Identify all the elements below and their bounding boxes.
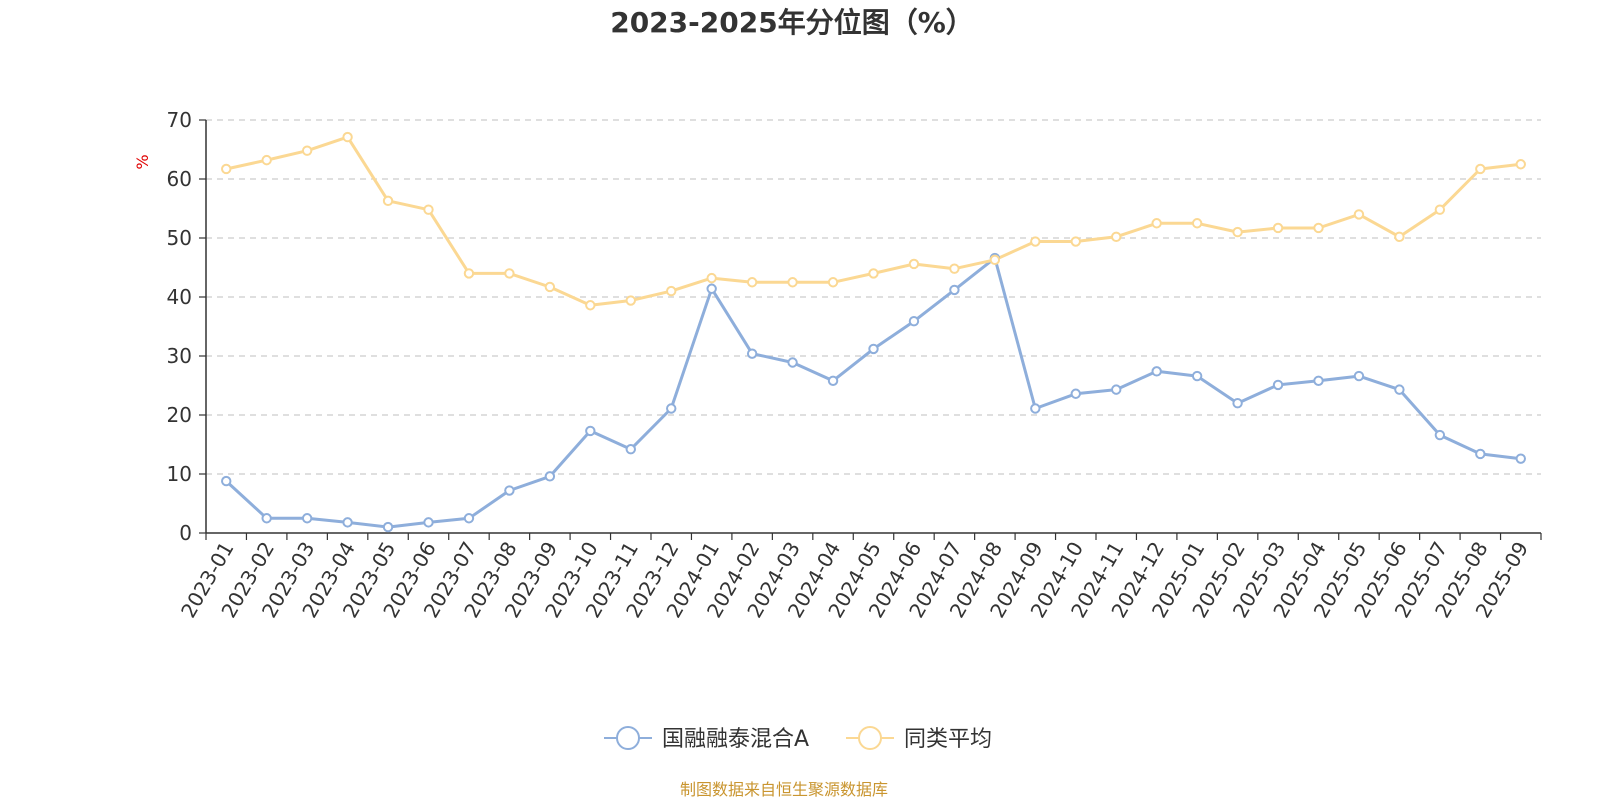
data-point <box>746 348 758 359</box>
y-tick-label: 40 <box>167 285 192 309</box>
y-axis-unit-label: % <box>133 154 152 169</box>
grid-lines <box>206 119 1541 475</box>
data-point <box>585 425 596 437</box>
series-line <box>225 256 1521 529</box>
data-point <box>261 513 272 524</box>
data-point <box>1272 379 1284 391</box>
y-tick-label: 50 <box>167 226 192 250</box>
data-point <box>504 268 515 279</box>
chart-title: 2023-2025年分位图（%） <box>610 6 974 39</box>
legend-marker <box>616 726 640 750</box>
data-point <box>544 471 556 482</box>
y-tick-label: 20 <box>167 403 192 427</box>
y-tick-label: 30 <box>167 344 192 368</box>
data-point <box>1434 429 1446 441</box>
data-point <box>1070 388 1081 399</box>
data-point <box>221 475 232 487</box>
data-point <box>1353 370 1365 382</box>
y-tick-label: 10 <box>167 462 192 486</box>
legend-item[interactable]: 国融融泰混合A <box>604 726 809 752</box>
data-point <box>949 263 960 274</box>
legend-item[interactable]: 同类平均 <box>846 726 992 752</box>
data-point <box>1030 403 1041 414</box>
data-point <box>423 517 434 528</box>
data-point <box>625 295 636 306</box>
data-point <box>1191 370 1203 382</box>
data-point <box>1070 236 1081 247</box>
data-point <box>706 283 717 294</box>
data-point <box>1232 226 1243 238</box>
data-point <box>1111 231 1122 243</box>
data-point <box>423 204 434 215</box>
data-point <box>625 444 636 455</box>
data-point <box>1394 231 1405 243</box>
legend[interactable]: 国融融泰混合A 同类平均 <box>604 726 992 752</box>
data-point <box>463 513 475 524</box>
data-point <box>301 513 313 524</box>
data-point <box>1515 453 1526 464</box>
data-point <box>908 315 920 327</box>
data-point <box>301 145 313 156</box>
data-point <box>1030 236 1041 247</box>
data-point <box>1353 209 1365 220</box>
data-point <box>666 285 677 297</box>
data-point <box>827 375 839 386</box>
data-point <box>1151 218 1162 229</box>
y-tick-label: 70 <box>167 108 192 132</box>
series-line <box>225 135 1521 307</box>
legend-label: 国融融泰混合A <box>662 727 809 752</box>
data-point <box>463 268 475 279</box>
data-point <box>949 284 960 296</box>
data-point <box>504 485 515 496</box>
data-point <box>1475 163 1486 175</box>
data-point <box>1313 222 1324 234</box>
data-point <box>787 277 798 288</box>
data-point <box>1394 384 1405 395</box>
data-point <box>1272 222 1284 234</box>
data-point <box>746 277 758 288</box>
data-point <box>1475 448 1486 460</box>
data-point <box>382 195 394 207</box>
data-source-note: 制图数据来自恒生聚源数据库 <box>680 780 888 799</box>
data-point <box>787 357 798 368</box>
y-tick-label: 60 <box>167 167 192 191</box>
data-point <box>989 254 1001 266</box>
y-tick-label: 0 <box>179 521 192 545</box>
data-point <box>585 300 596 311</box>
data-point <box>868 268 879 279</box>
data-point <box>1191 218 1203 229</box>
data-point <box>827 277 839 288</box>
data-point <box>868 343 879 355</box>
data-point <box>544 281 556 293</box>
y-axis-ticks: 0 10 20 30 40 50 60 70 <box>167 108 206 545</box>
data-point <box>1434 204 1446 215</box>
x-axis-ticks: 2023-012023-022023-032023-042023-052023-… <box>176 533 1542 622</box>
axes <box>205 120 1541 534</box>
data-point <box>342 517 353 528</box>
data-point <box>382 521 394 533</box>
data-point <box>1151 366 1162 377</box>
data-point <box>666 403 677 414</box>
series-layer <box>221 131 1526 533</box>
data-point <box>1515 159 1526 170</box>
legend-label: 同类平均 <box>904 727 992 752</box>
data-point <box>1111 384 1122 395</box>
data-point <box>342 131 353 143</box>
legend-marker <box>858 726 882 750</box>
data-point <box>221 163 232 175</box>
data-point <box>908 258 920 270</box>
data-point <box>706 272 717 284</box>
data-point <box>1232 398 1243 409</box>
data-point <box>261 154 272 166</box>
data-point <box>1313 375 1324 386</box>
